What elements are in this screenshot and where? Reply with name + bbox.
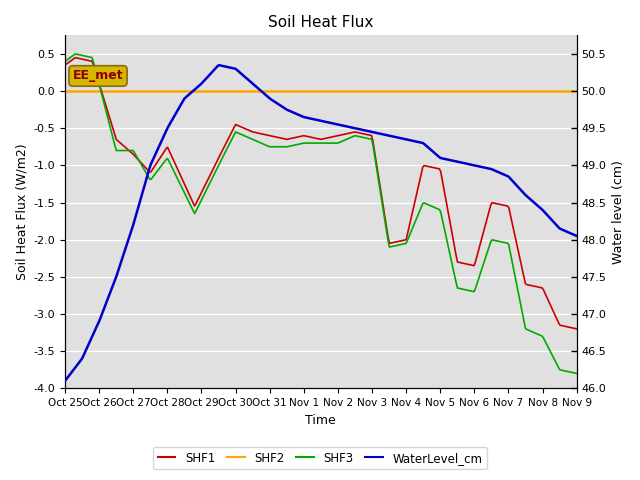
Y-axis label: Soil Heat Flux (W/m2): Soil Heat Flux (W/m2) <box>15 144 28 280</box>
Text: EE_met: EE_met <box>73 70 124 83</box>
Y-axis label: Water level (cm): Water level (cm) <box>612 160 625 264</box>
Title: Soil Heat Flux: Soil Heat Flux <box>268 15 374 30</box>
X-axis label: Time: Time <box>305 414 336 427</box>
Legend: SHF1, SHF2, SHF3, WaterLevel_cm: SHF1, SHF2, SHF3, WaterLevel_cm <box>153 447 487 469</box>
